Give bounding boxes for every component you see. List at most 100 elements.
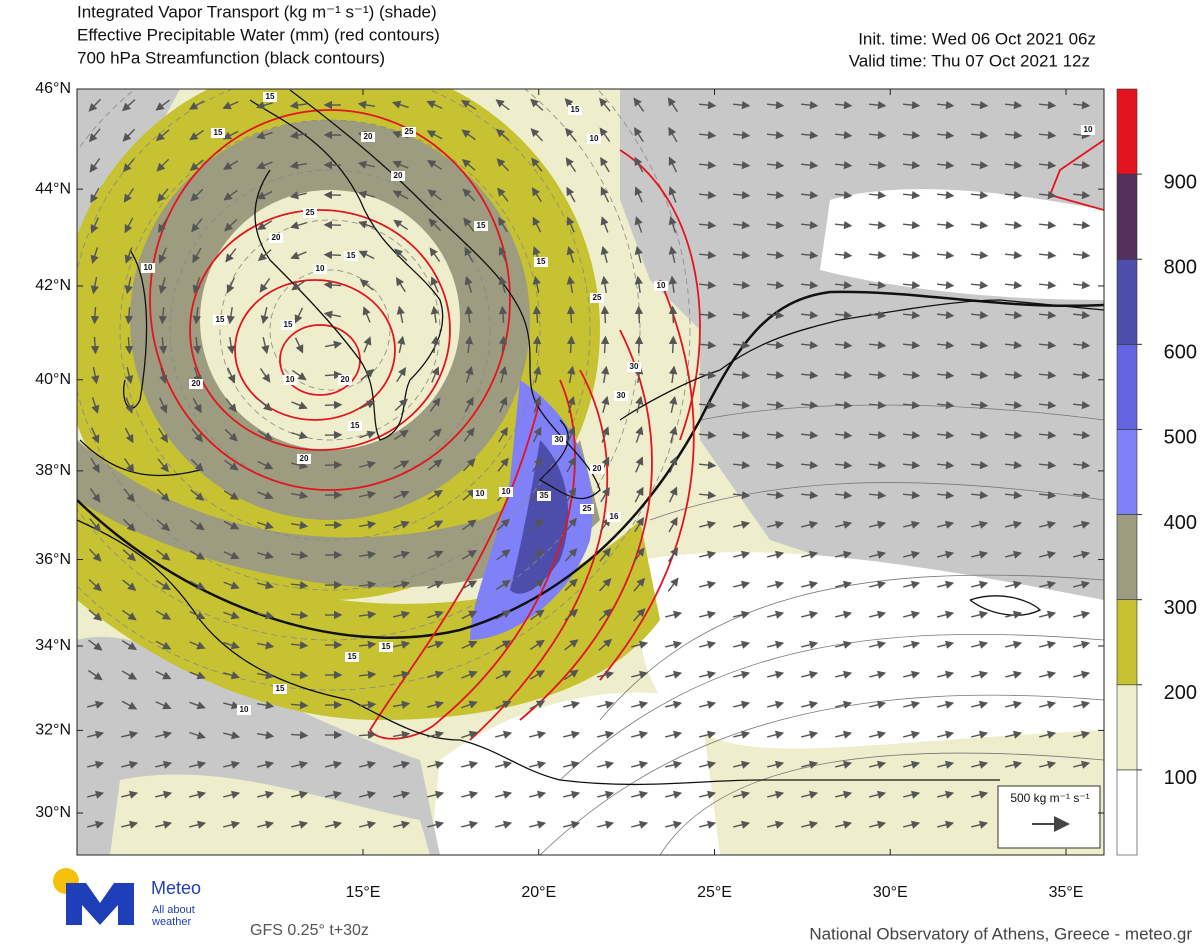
flow-arrow <box>499 365 508 383</box>
flow-arrow <box>257 671 275 680</box>
streamfunction-zero-line <box>77 290 1104 639</box>
flow-arrow <box>224 219 238 232</box>
flow-arrow <box>665 760 683 769</box>
flow-arrow <box>156 488 170 502</box>
flow-arrow <box>226 277 235 294</box>
flow-arrow <box>357 190 375 199</box>
contour-label-bg <box>345 652 359 662</box>
flow-arrow <box>359 820 377 829</box>
flow-arrow <box>766 130 785 140</box>
lat-label: 40°N <box>35 371 71 388</box>
flow-arrow <box>88 548 102 562</box>
flow-arrow <box>563 700 581 709</box>
contour-label-bg <box>297 454 311 464</box>
flow-arrow <box>393 520 410 529</box>
contour-label-bg <box>211 128 225 138</box>
flow-arrow <box>971 640 989 649</box>
flow-arrow <box>291 279 306 291</box>
flow-arrow <box>869 790 887 799</box>
flow-arrow <box>222 160 239 170</box>
flow-arrow <box>801 820 819 829</box>
flow-arrow <box>393 760 411 769</box>
flow-arrow <box>394 398 408 412</box>
flow-arrow <box>530 128 543 142</box>
flow-arrow <box>970 400 989 410</box>
flow-arrow <box>257 249 272 262</box>
colorbar-label: 300 <box>1164 597 1197 619</box>
flow-arrow <box>1072 460 1091 470</box>
flow-arrow <box>461 580 478 590</box>
flow-arrow <box>290 580 309 590</box>
flow-arrow <box>766 460 785 470</box>
flow-arrow <box>902 490 921 500</box>
flow-arrow <box>801 760 819 769</box>
flow-arrow <box>325 340 343 349</box>
flow-arrow <box>192 397 202 414</box>
flow-arrow <box>633 97 645 112</box>
flow-arrow <box>192 247 202 264</box>
flow-arrow <box>936 220 955 230</box>
flow-arrow <box>427 730 445 739</box>
flow-arrow <box>499 396 508 413</box>
flow-arrow <box>289 221 307 230</box>
flow-arrow <box>393 820 411 829</box>
flow-arrow <box>902 130 921 140</box>
lat-label: 32°N <box>35 722 71 739</box>
contour-labels: 15 15 20 25 15 10 20 25 15 20 10 15 15 10 25 10 15 15 10 20… <box>141 92 1095 715</box>
flow-arrow <box>669 426 678 443</box>
flow-arrow <box>1072 100 1091 110</box>
contour-label-bg <box>580 504 594 514</box>
flow-arrow <box>461 640 478 649</box>
flow-arrows <box>87 97 1091 829</box>
lat-label: 36°N <box>35 551 71 568</box>
flow-arrow <box>669 395 678 413</box>
flow-arrow <box>563 730 581 739</box>
flow-arrow <box>767 700 785 709</box>
flow-arrow <box>529 760 547 769</box>
flow-arrow <box>189 641 206 650</box>
flow-arrow <box>323 250 342 260</box>
flow-arrow <box>566 275 575 293</box>
flow-arrow <box>533 396 542 413</box>
flow-arrow <box>970 310 989 320</box>
flow-arrow <box>631 640 649 649</box>
flow-arrow <box>358 700 377 710</box>
flow-arrow <box>868 430 887 440</box>
contour-label-bg <box>273 684 287 694</box>
flow-arrow <box>1039 580 1057 589</box>
flow-arrow <box>937 790 955 799</box>
flow-arrow <box>1072 280 1091 290</box>
flow-arrow <box>635 395 644 413</box>
flow-arrow <box>766 220 785 230</box>
flow-arrow <box>566 246 575 263</box>
flow-arrow <box>800 280 819 290</box>
flow-arrow <box>155 610 172 620</box>
flow-arrow <box>767 820 785 829</box>
contour-label-bg <box>338 375 352 385</box>
contour-label-bg <box>537 491 551 501</box>
flow-arrow <box>936 100 955 110</box>
flow-arrow <box>260 307 269 325</box>
flow-arrow <box>903 790 921 799</box>
flow-arrow <box>427 489 443 500</box>
flow-arrow <box>256 161 273 170</box>
flow-arrow <box>155 790 173 799</box>
flow-arrow <box>1005 670 1023 679</box>
flow-arrow <box>667 577 679 592</box>
colorbar-label: 200 <box>1164 682 1197 704</box>
flow-arrow <box>393 580 411 589</box>
flow-arrow <box>970 490 989 500</box>
flow-arrow <box>668 186 677 203</box>
flow-arrow <box>936 160 955 170</box>
flow-arrow <box>937 670 955 679</box>
contour-label-bg <box>391 171 405 181</box>
flow-arrow <box>766 490 785 500</box>
flow-arrow <box>461 610 478 620</box>
flow-arrow <box>192 336 202 355</box>
flow-arrow <box>124 306 134 325</box>
flow-arrow <box>1004 100 1023 110</box>
flow-arrow <box>834 280 853 290</box>
flow-arrow <box>1004 340 1023 350</box>
flow-arrow <box>256 701 275 710</box>
contour-label-bg <box>313 264 327 274</box>
